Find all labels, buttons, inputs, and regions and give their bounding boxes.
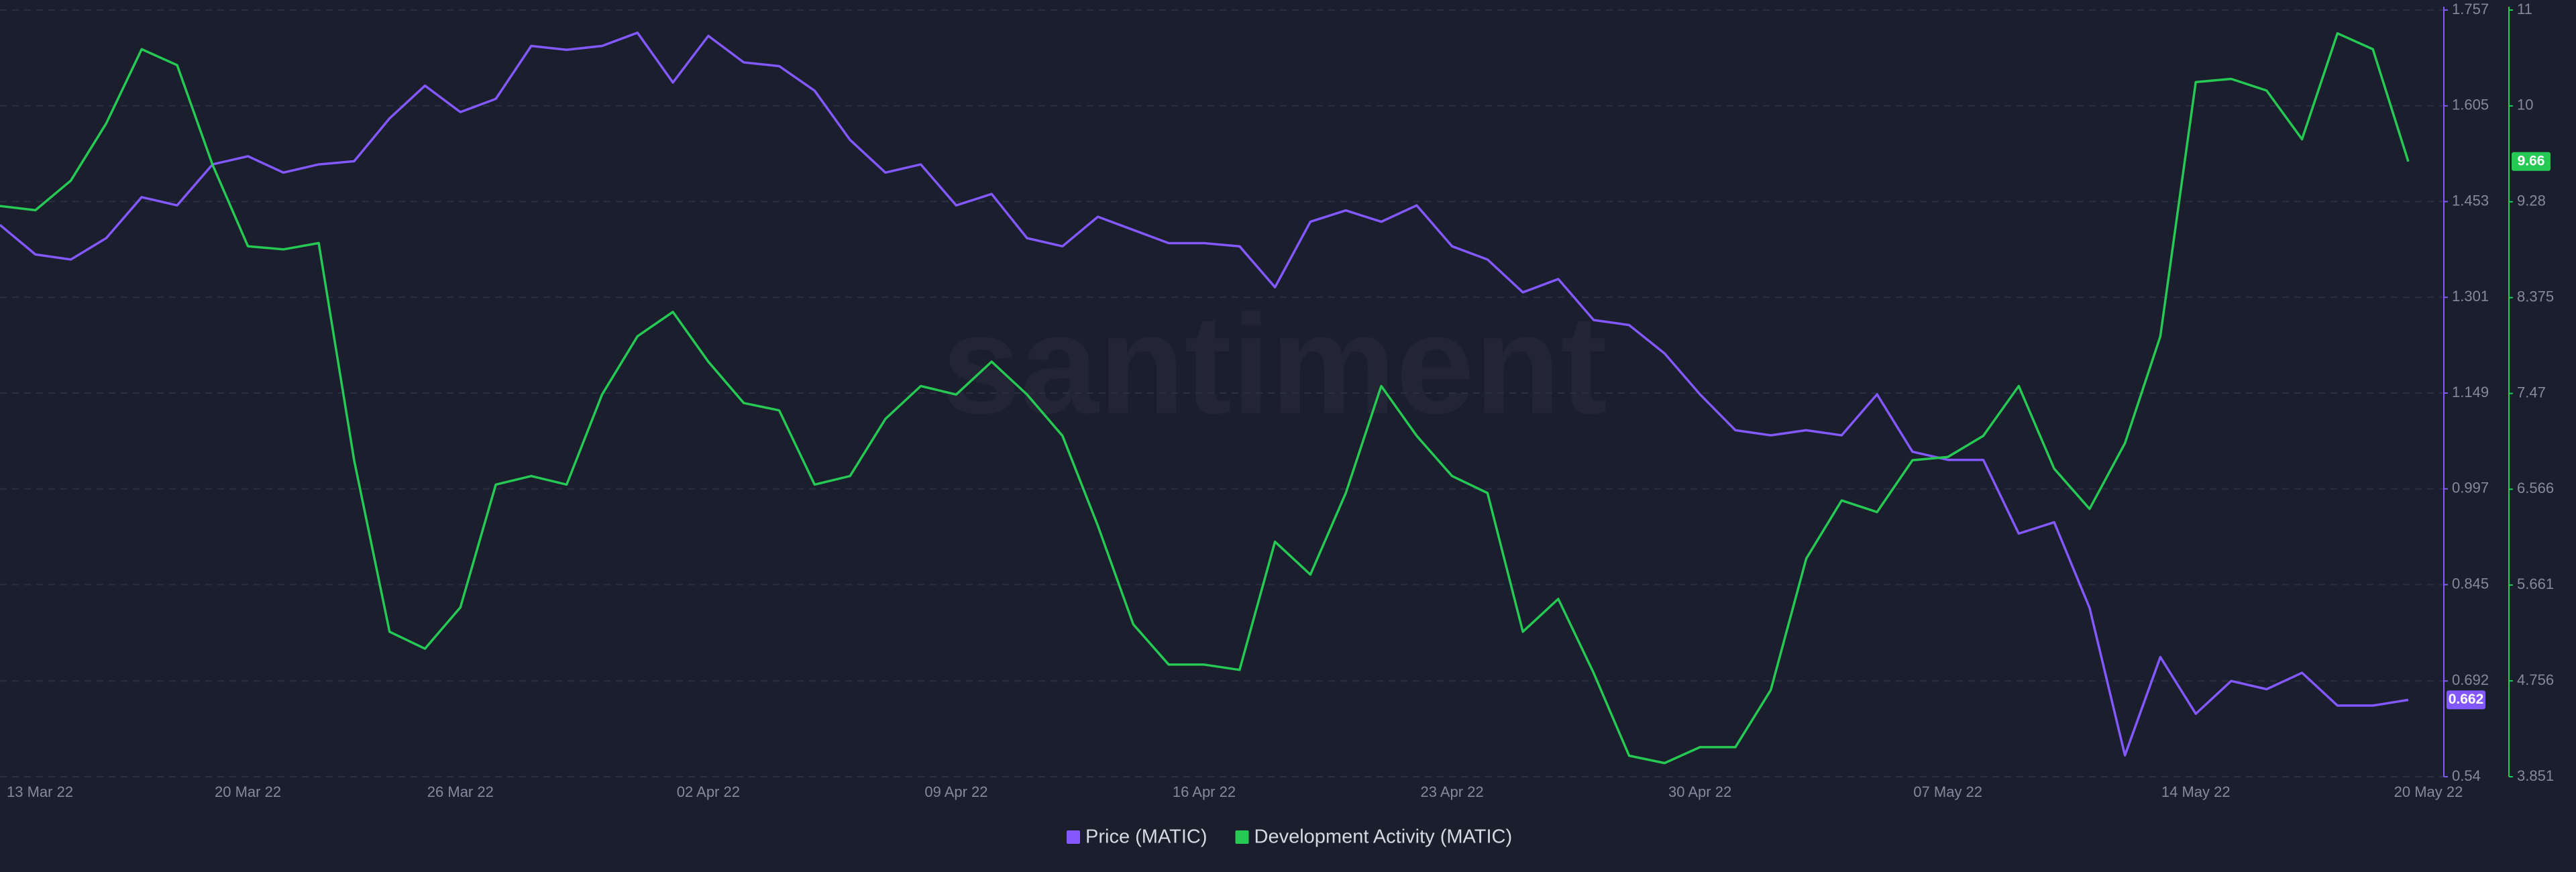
y-tick-label: 0.692 (2452, 671, 2489, 688)
y-tick-label: 1.757 (2452, 1, 2489, 17)
x-tick-label: 02 Apr 22 (677, 783, 740, 800)
watermark: santiment (942, 285, 1607, 443)
y2-tick-label: 5.661 (2517, 576, 2554, 592)
legend-swatch (1067, 830, 1080, 844)
y-tick-label: 0.997 (2452, 480, 2489, 496)
badge-bg (2447, 690, 2485, 710)
x-tick-label: 30 Apr 22 (1668, 783, 1731, 800)
y-tick-label: 0.845 (2452, 575, 2489, 592)
y-tick-label: 1.149 (2452, 384, 2489, 400)
legend-label: Development Activity (MATIC) (1254, 826, 1513, 848)
legend-label: Price (MATIC) (1085, 826, 1208, 848)
x-tick-label: 20 Mar 22 (215, 783, 281, 800)
x-tick-label: 13 Mar 22 (7, 783, 73, 800)
y2-tick-label: 11 (2517, 1, 2532, 17)
y2-tick-label: 6.566 (2517, 480, 2554, 496)
badge-label: 9.66 (2518, 153, 2545, 168)
y2-tick-label: 7.47 (2517, 384, 2546, 400)
badge-label: 0.662 (2449, 692, 2484, 707)
y2-tick-label: 3.851 (2517, 767, 2554, 784)
legend: Price (MATIC) Development Activity (MATIC… (1067, 826, 1512, 848)
y2-tick-label: 4.756 (2517, 671, 2554, 688)
y2-tick-label: 8.375 (2517, 288, 2554, 305)
y-tick-label: 0.54 (2452, 767, 2481, 784)
series-line (0, 32, 2409, 757)
series-line (0, 32, 2410, 765)
y-tick-label: 1.301 (2452, 288, 2489, 305)
badge-bg (2512, 152, 2551, 171)
x-tick-label: 09 Apr 22 (924, 783, 987, 800)
legend-swatch (1235, 830, 1249, 844)
y-tick-label: 1.453 (2452, 192, 2489, 209)
x-tick-label: 07 May 22 (1913, 783, 1982, 800)
x-tick-label: 23 Apr 22 (1420, 783, 1483, 800)
x-tick-label: 14 May 22 (2161, 783, 2231, 800)
y2-tick-label: 9.28 (2517, 193, 2546, 209)
x-tick-label: 16 Apr 22 (1173, 783, 1236, 800)
last-value-badge: 9.66 (2512, 152, 2551, 171)
x-tick-label: 26 Mar 22 (427, 783, 494, 800)
y2-tick-label: 10 (2517, 97, 2533, 113)
y-tick-label: 1.605 (2452, 97, 2489, 113)
last-value-badge: 0.662 (2447, 690, 2485, 710)
x-tick-label: 20 May 22 (2394, 783, 2463, 800)
